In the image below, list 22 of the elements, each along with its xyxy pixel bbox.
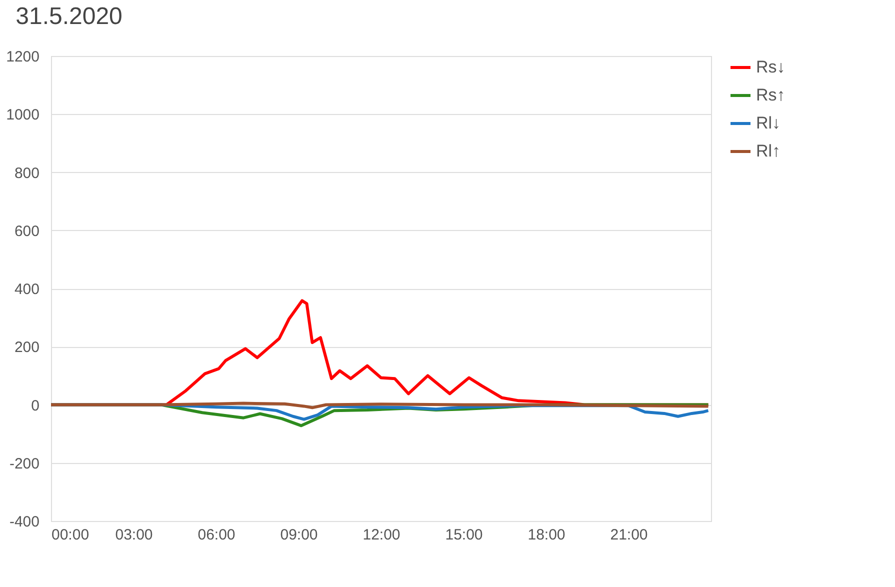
- x-tick-label: 12:00: [362, 526, 400, 544]
- legend-label: Rl↑: [756, 142, 781, 160]
- y-tick-label: 600: [14, 222, 40, 240]
- x-tick-label: 00:00: [52, 526, 90, 544]
- y-tick-label: -400: [9, 514, 40, 530]
- x-tick-label: 09:00: [280, 526, 318, 544]
- chart-title: 31.5.2020: [16, 3, 122, 30]
- x-tick-label: 15:00: [445, 526, 483, 544]
- x-tick-label: 18:00: [528, 526, 566, 544]
- legend-label: Rs↑: [756, 86, 786, 104]
- y-tick-label: 1000: [6, 106, 40, 124]
- x-tick-label: 06:00: [198, 526, 236, 544]
- legend-label: Rl↓: [756, 114, 781, 132]
- y-tick-label: 200: [14, 339, 40, 356]
- legend-label: Rs↓: [756, 58, 786, 76]
- y-tick-label: 400: [14, 281, 40, 298]
- x-tick-label: 21:00: [610, 526, 648, 544]
- y-tick-label: 0: [31, 397, 40, 414]
- y-tick-label: -200: [9, 455, 40, 472]
- y-tick-label: 800: [14, 164, 40, 182]
- y-tick-label: 1200: [6, 48, 40, 66]
- x-tick-label: 03:00: [115, 526, 153, 544]
